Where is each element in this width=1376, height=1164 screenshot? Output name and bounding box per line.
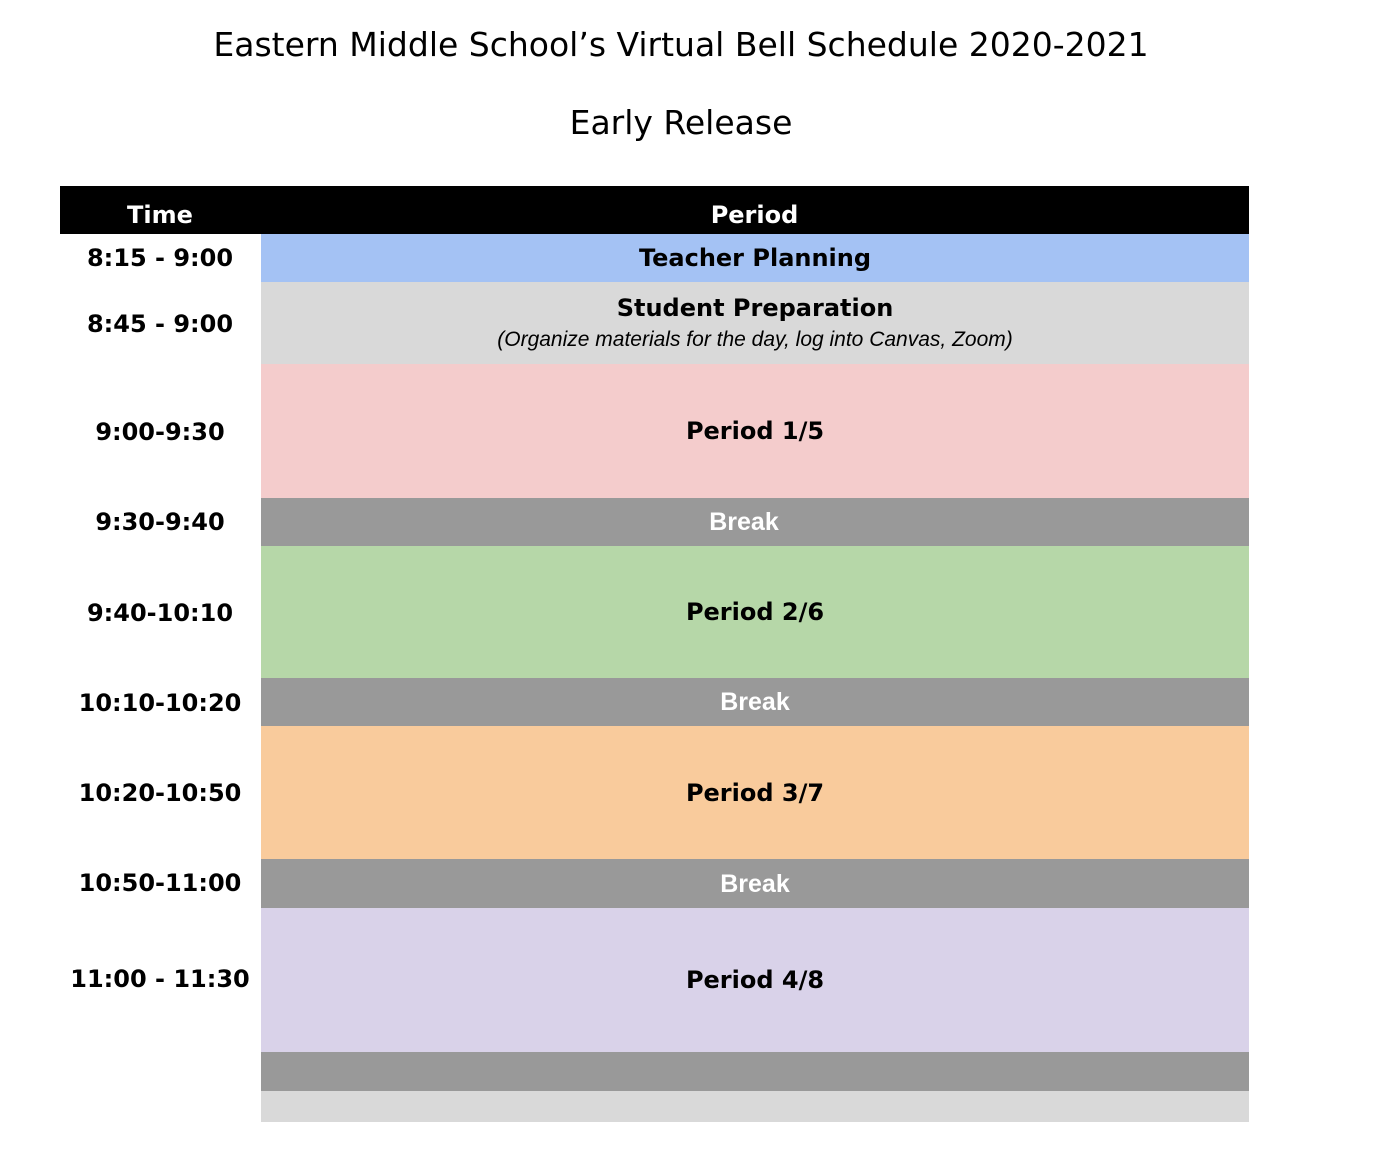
empty-band-light <box>261 1091 1249 1122</box>
break-label: Break <box>720 688 790 716</box>
header-period: Period <box>710 201 799 229</box>
break-block-3: Break <box>261 859 1249 908</box>
time-cell-period-2-6: 9:40-10:10 <box>86 599 234 627</box>
period-label: Student Preparation <box>616 294 894 322</box>
time-cell-break-1: 9:30-9:40 <box>95 508 225 536</box>
period-label: Period 4/8 <box>685 966 825 994</box>
page-subtitle: Early Release <box>569 103 793 142</box>
break-block-2: Break <box>261 678 1249 726</box>
period-label: Period 3/7 <box>685 778 825 807</box>
empty-band-gray <box>261 1052 1249 1091</box>
break-label: Break <box>720 869 790 898</box>
time-cell-break-2: 10:10-10:20 <box>78 689 242 717</box>
period-note: (Organize materials for the day, log int… <box>497 328 1013 351</box>
period-block-2-6: Period 2/6 <box>261 546 1249 678</box>
time-cell-teacher-planning: 8:15 - 9:00 <box>86 244 234 272</box>
period-block-4-8: Period 4/8 <box>261 908 1249 1052</box>
period-block-3-7: Period 3/7 <box>261 726 1249 859</box>
period-block-1-5: Period 1/5 <box>261 364 1249 498</box>
period-block-teacher-planning: Teacher Planning <box>261 234 1249 282</box>
time-cell-period-3-7: 10:20-10:50 <box>78 779 242 807</box>
time-cell-student-preparation: 8:45 - 9:00 <box>86 310 234 338</box>
period-label: Period 2/6 <box>685 598 825 626</box>
break-block-1: Break <box>261 498 1249 546</box>
table-header: Time Period <box>60 186 1249 234</box>
header-time: Time <box>127 201 193 229</box>
time-cell-break-3: 10:50-11:00 <box>78 869 242 897</box>
break-label: Break <box>709 508 779 536</box>
time-cell-period-1-5: 9:00-9:30 <box>95 418 225 446</box>
time-cell-period-4-8: 11:00 - 11:30 <box>70 965 250 993</box>
page-title: Eastern Middle School’s Virtual Bell Sch… <box>213 25 1149 64</box>
period-label: Teacher Planning <box>638 244 872 272</box>
period-label: Period 1/5 <box>685 417 825 445</box>
period-block-student-preparation: Student Preparation (Organize materials … <box>261 282 1249 364</box>
